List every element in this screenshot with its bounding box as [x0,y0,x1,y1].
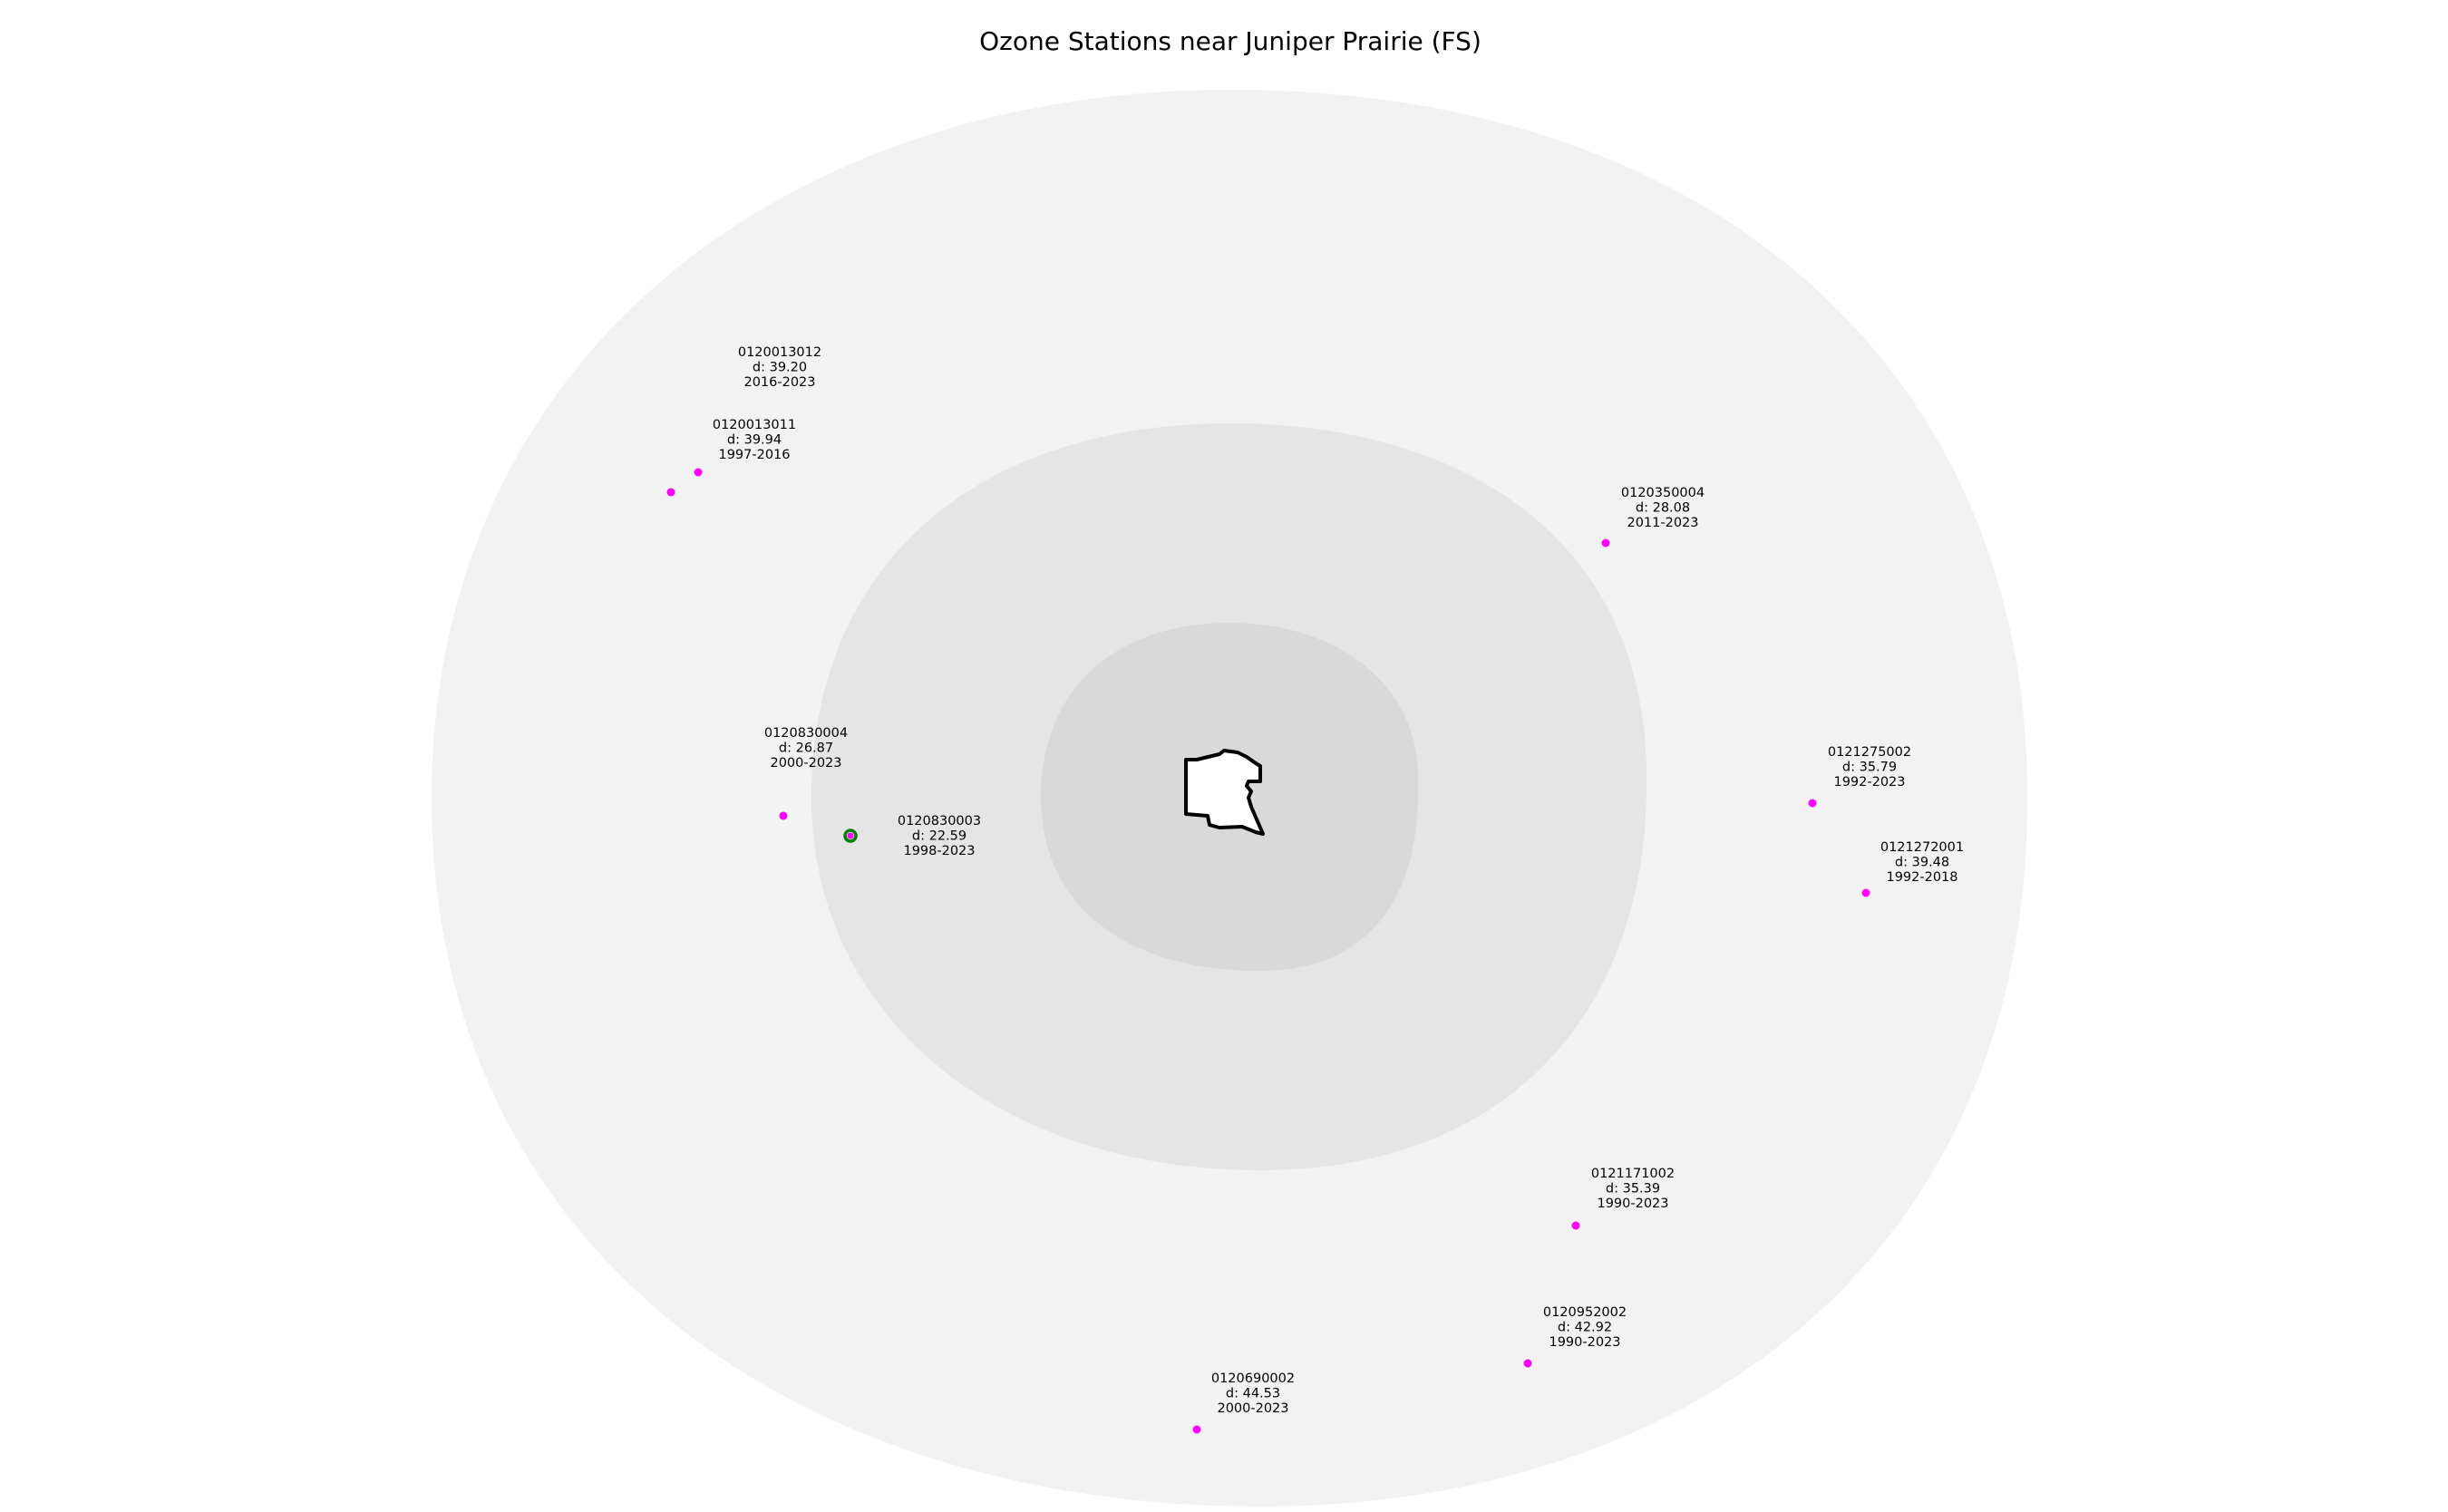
station-label-years: 2011-2023 [1627,516,1698,530]
station-marker [1808,799,1817,808]
station-label-years: 1992-2023 [1833,775,1905,790]
station-label-id: 0120690002 [1211,1371,1295,1386]
station-label-years: 1992-2018 [1886,870,1957,885]
station-label-id: 0120350004 [1621,486,1705,500]
station-label-distance: d: 39.94 [727,433,782,448]
station-label-id: 0120830004 [764,726,848,741]
station-label-id: 0120830003 [898,814,981,829]
map-title: Ozone Stations near Juniper Prairie (FS) [979,26,1481,56]
station-label-years: 2000-2023 [770,756,841,771]
station-label-id: 0120013011 [713,418,796,432]
station-label-id: 0120013012 [738,345,821,360]
station-label-distance: d: 26.87 [779,741,833,756]
station-marker [666,488,675,497]
juniper-prairie-boundary [1184,749,1265,836]
station-label-years: 2000-2023 [1217,1401,1288,1416]
station-label-distance: d: 35.39 [1606,1182,1660,1197]
station-label-years: 2016-2023 [743,375,815,390]
station-marker [1192,1425,1201,1434]
station-label-id: 0121272001 [1880,840,1964,855]
station-label-years: 1998-2023 [903,844,975,858]
station-label-id: 0121275002 [1828,745,1911,760]
station-label-distance: d: 22.59 [912,829,967,844]
station-marker [847,832,854,839]
station-label-distance: d: 39.20 [753,361,807,375]
station-marker [694,468,703,477]
station-label-distance: d: 44.53 [1226,1387,1280,1401]
station-label-years: 1990-2023 [1549,1335,1620,1350]
station-label-id: 0120952002 [1543,1305,1627,1320]
station-label-years: 1990-2023 [1597,1197,1668,1211]
station-label-distance: d: 35.79 [1842,761,1897,775]
station-label-distance: d: 42.92 [1558,1321,1612,1335]
station-label-distance: d: 39.48 [1895,856,1949,870]
station-marker [1861,888,1870,897]
station-label-years: 1997-2016 [718,448,790,462]
station-label-distance: d: 28.08 [1636,501,1690,516]
station-marker [1601,538,1610,548]
station-marker [1571,1221,1580,1230]
station-label-id: 0121171002 [1591,1167,1675,1181]
highlight-ring [843,829,858,843]
station-marker [779,811,788,820]
station-marker [1523,1359,1532,1368]
